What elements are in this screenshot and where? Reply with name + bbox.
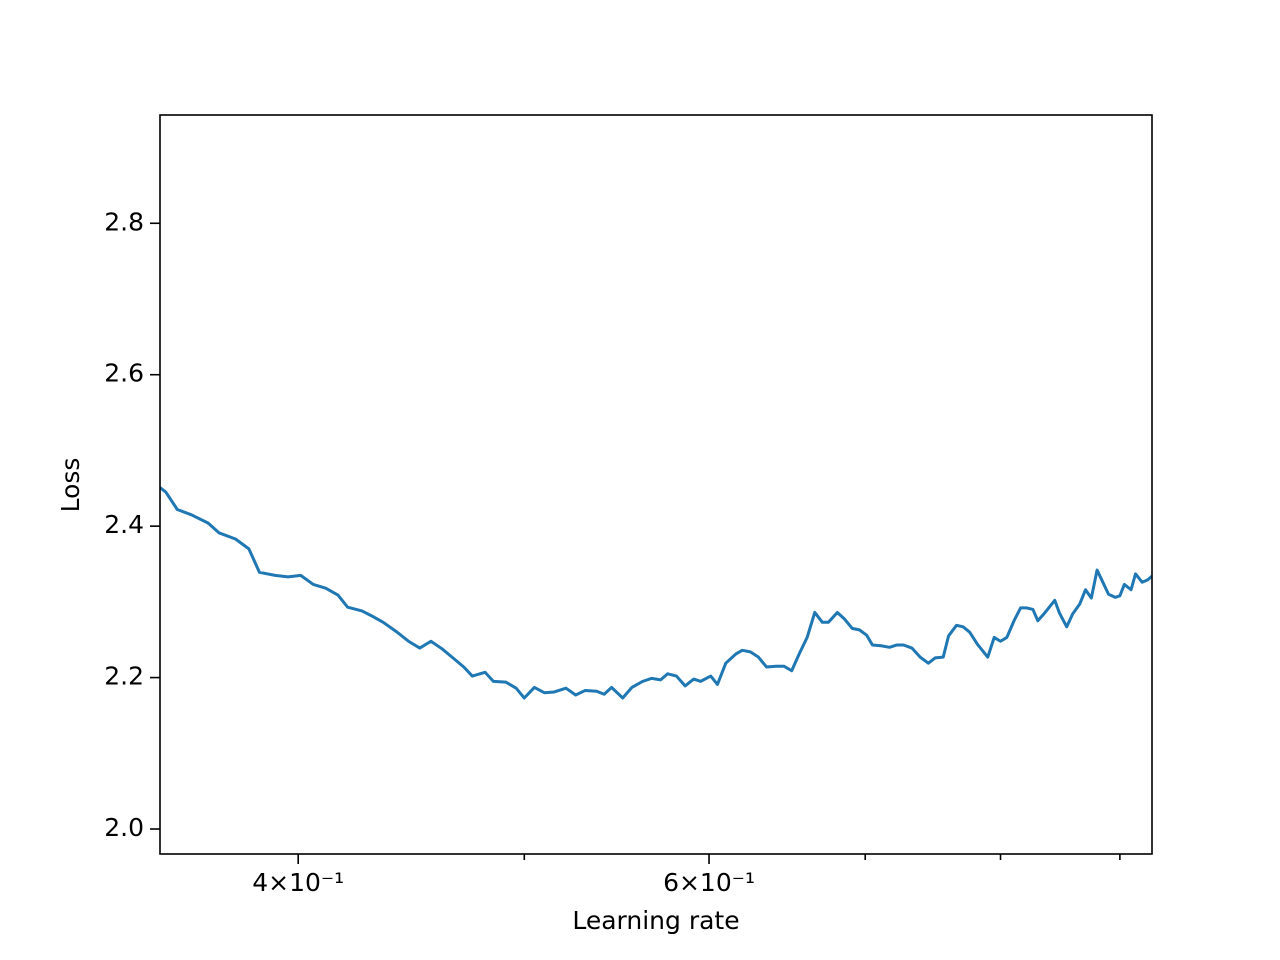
x-tick-label: 4×10⁻¹ — [252, 868, 344, 897]
y-tick-label: 2.6 — [104, 359, 144, 388]
y-tick-label: 2.0 — [104, 813, 144, 842]
y-tick-label: 2.4 — [104, 510, 144, 539]
y-tick-label: 2.8 — [104, 207, 144, 236]
y-tick-label: 2.2 — [104, 662, 144, 691]
x-axis-label: Learning rate — [572, 906, 739, 935]
plot-frame — [159, 114, 1153, 855]
loss-line — [160, 486, 1152, 700]
y-axis-label: Loss — [56, 458, 85, 513]
x-tick-label: 6×10⁻¹ — [663, 868, 755, 897]
